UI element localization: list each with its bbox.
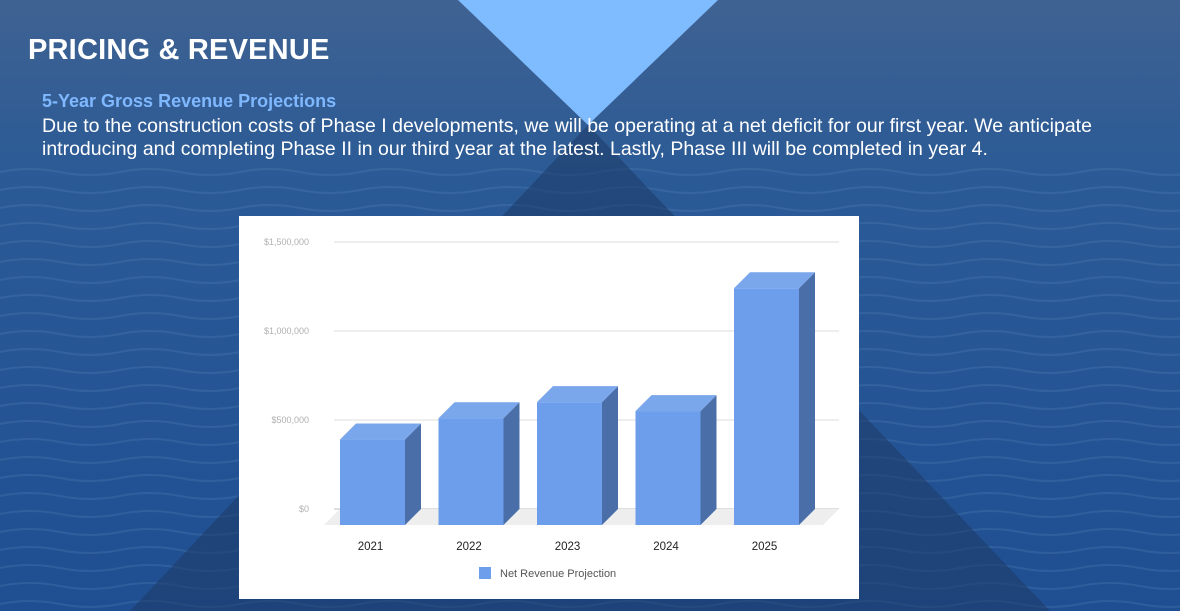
bar-top (438, 402, 520, 419)
y-tick-label: $1,000,000 (264, 326, 309, 336)
bar-2023 (537, 402, 602, 525)
body-paragraph: Due to the construction costs of Phase I… (42, 115, 1092, 160)
x-tick-label: 2023 (555, 541, 581, 553)
bar-side (602, 386, 618, 525)
bar-2022 (438, 418, 504, 525)
y-tick-label: $1,500,000 (264, 237, 309, 247)
bar-side (503, 402, 520, 525)
x-tick-label: 2024 (653, 541, 679, 553)
bar-2024 (635, 411, 701, 525)
bar-2025 (734, 288, 799, 525)
bar-side (700, 395, 717, 525)
legend-label: Net Revenue Projection (500, 568, 616, 580)
section-subtitle: 5-Year Gross Revenue Projections (42, 91, 337, 111)
y-tick-label: $0 (299, 504, 309, 514)
y-tick-label: $500,000 (271, 415, 309, 425)
slide-title: PRICING & REVENUE (28, 34, 330, 66)
bar-side (405, 423, 421, 525)
bar-2021 (340, 439, 405, 525)
bar-top (340, 423, 421, 440)
bar-top (635, 395, 717, 412)
x-tick-label: 2025 (752, 541, 778, 553)
x-tick-label: 2022 (456, 541, 482, 553)
revenue-chart-card: $0 $500,000 $1,000,000 $1,500,000 2021 2022 20… (239, 216, 859, 599)
bar-top (734, 272, 815, 289)
bar-top (537, 386, 618, 403)
revenue-bar-chart: $0 $500,000 $1,000,000 $1,500,000 2021 2022 20… (264, 237, 839, 580)
legend-swatch (479, 567, 491, 579)
x-tick-label: 2021 (358, 541, 384, 553)
bar-side (799, 272, 815, 525)
light-triangle-accent (458, 0, 718, 125)
